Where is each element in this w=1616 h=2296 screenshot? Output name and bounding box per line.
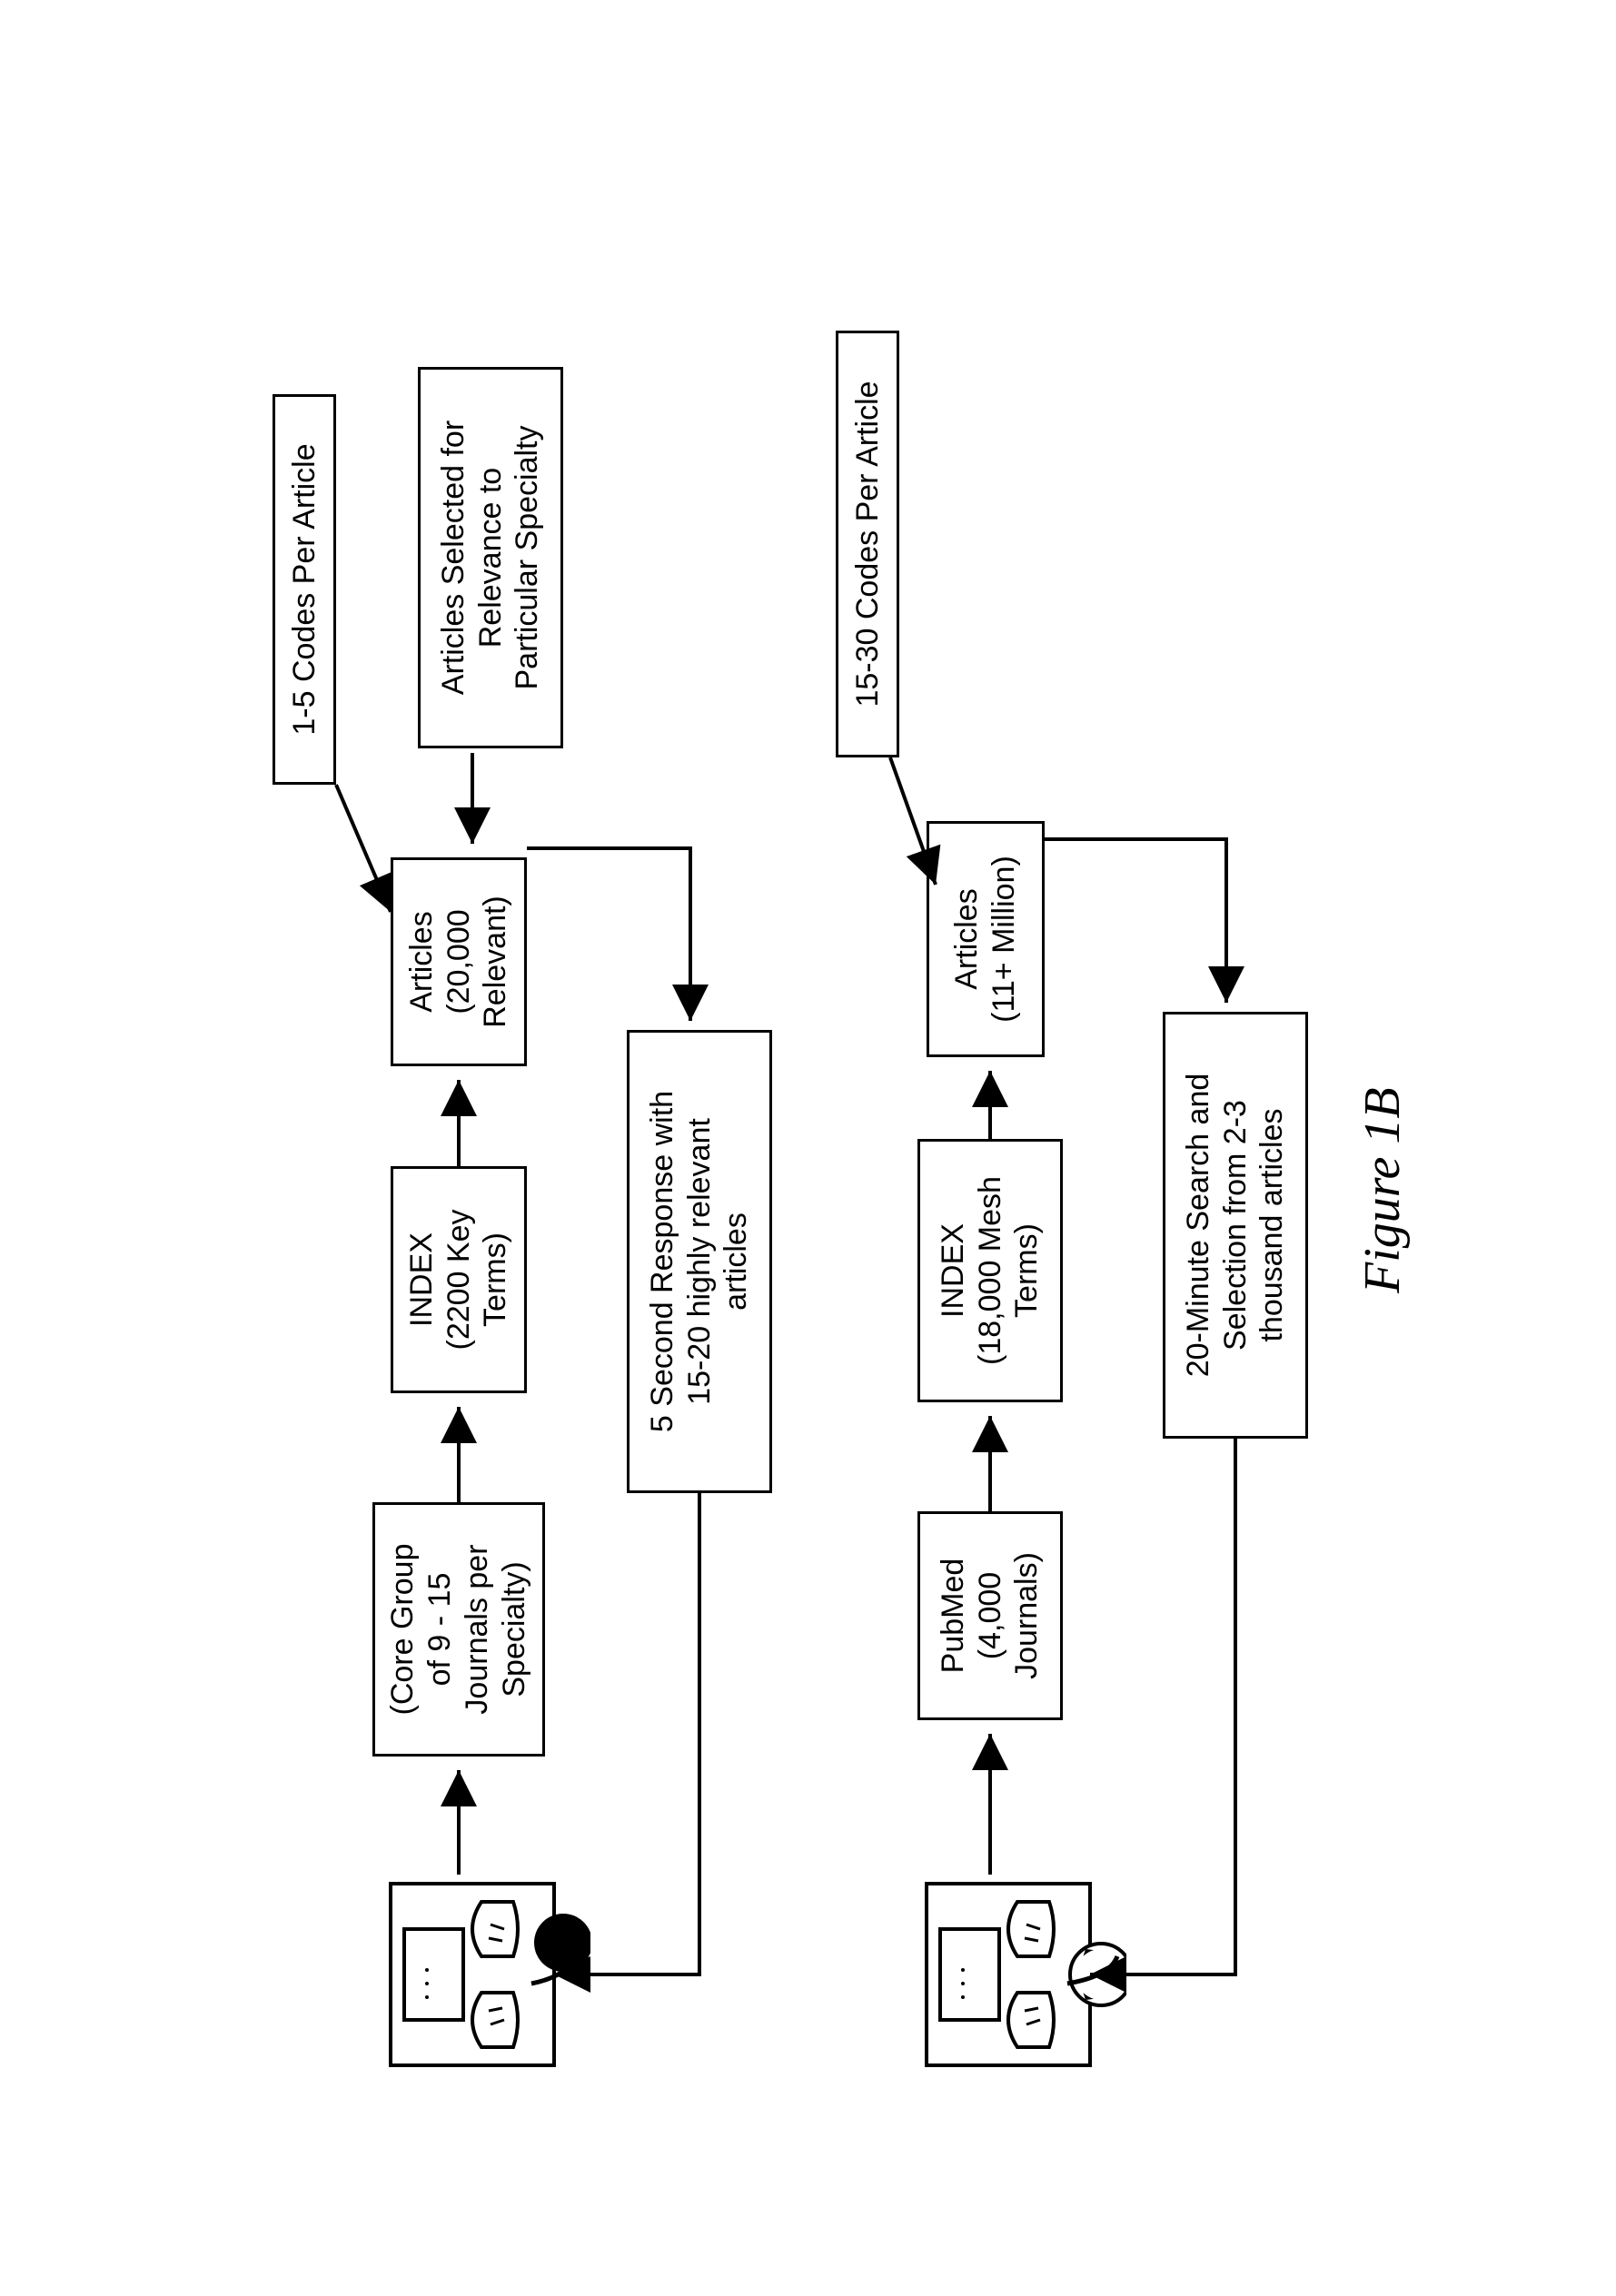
arrow-bottom-box1-to-box2 [981,1402,999,1511]
top-box-response: 5 Second Response with 15-20 highly rele… [627,1030,772,1493]
diagram-container: (Core Group of 9 - 15 Journals per Speci… [127,149,1490,2147]
figure-label: Figure 1B [1353,1087,1412,1293]
top-box-journals: (Core Group of 9 - 15 Journals per Speci… [372,1502,545,1757]
bottom-box-pubmed: PubMed (4,000 Journals) [917,1511,1063,1720]
arrow-top-box2-to-box3 [450,1066,468,1166]
arrow-top-response-to-user [536,1475,718,1984]
arrow-top-user-to-box1 [450,1757,468,1875]
bottom-box-response: 20-Minute Search and Selection from 2-3 … [1163,1012,1308,1439]
arrow-bottom-articles-to-response [1045,821,1244,1030]
top-box-selected: Articles Selected for Relevance to Parti… [418,367,563,748]
bottom-box-codes: 15-30 Codes Per Article [836,331,899,757]
top-box-codes: 1-5 Codes Per Article [273,394,336,785]
arrow-top-codes-to-articles [327,767,409,930]
arrow-bottom-user-to-box1 [981,1720,999,1875]
arrow-top-articles-to-response [527,830,709,1057]
arrow-bottom-response-to-user [1072,1420,1254,1984]
arrow-top-box1-to-box2 [450,1393,468,1502]
top-box-articles: Articles (20,000 Relevant) [391,857,527,1066]
top-box-index: INDEX (2200 Key Terms) [391,1166,527,1393]
arrow-bottom-box2-to-box3 [981,1057,999,1139]
arrow-top-selected-to-articles [463,748,481,857]
arrow-bottom-codes-to-articles [881,739,954,903]
bottom-box-index: INDEX (18,000 Mesh Terms) [917,1139,1063,1402]
